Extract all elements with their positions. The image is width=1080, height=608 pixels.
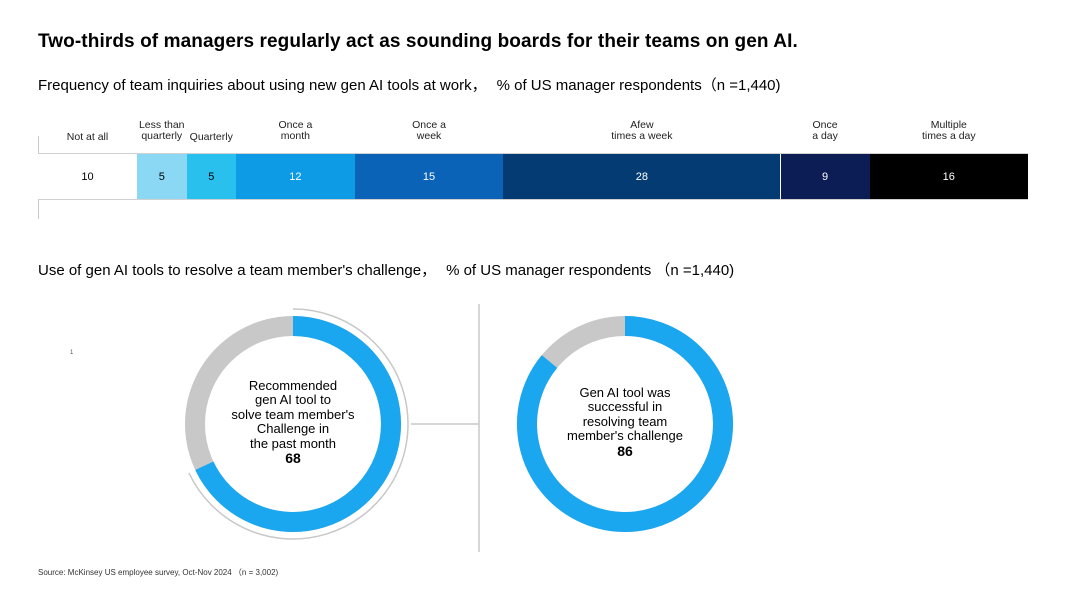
donut-value-arc [517,316,733,532]
donut-section-subtitle: Use of gen AI tools to resolve a team me… [38,259,734,280]
donut-label-line: Recommended [248,377,338,393]
bar-segment: 12 [236,154,355,199]
bar-category-label: Not at all [66,131,109,143]
bar-segment: 15 [354,154,504,199]
bar-segment: 5 [137,154,187,199]
bar-category-label: Multiple times a day [921,119,976,142]
donut-label-line: the past month [250,435,336,451]
bar-chart-subtitle: Frequency of team inquiries about using … [38,74,781,95]
donut-label-line: Gen AI tool was [579,384,671,400]
stacked-bar-chart: 10 Not at all 5 Less than quarterly 5 Quarter… [38,116,1028,220]
donut-label-line: gen AI tool to [255,392,331,407]
donut-value-arc [195,316,401,532]
donut-value-label: 86 [617,442,633,459]
donut-center-label: Recommended gen AI tool to solve team memb… [218,377,368,466]
bar-category-label: Once a day [812,119,838,142]
bar-segment: 16 [869,154,1028,199]
source-note: Source: McKinsey US employee survey, Oct… [38,568,279,577]
donut-center-label: Gen AI tool was successful in resolving te… [550,384,700,459]
bar-segment: 9 [780,154,870,199]
donut-outer-bracket [188,308,409,540]
donut-label-line: successful in [587,399,663,415]
bar-category-label: Quarterly [189,131,233,143]
bar-segment: 10 [38,154,137,199]
donut-label-line: member's challenge [567,428,683,444]
donut-label-line: solve team member's [231,406,355,422]
donut-label-line: resolving team [582,413,668,429]
donut-section-subtitle-text: Use of gen AI tools to resolve a team me… [38,262,437,279]
donut-charts: Recommended gen AI tool to solve team memb… [0,290,1080,560]
bar-category-label: Once a week [412,119,446,142]
donut-section-unit: % of US manager respondents （n =1,440) [446,262,735,279]
stray-mark: 1 [70,350,74,356]
bar-category-label: Less than quarterly [138,119,185,142]
bar-segment: 28 [503,154,781,199]
bar-chart-unit: % of US manager respondents（n =1,440) [496,77,781,94]
bar-category-label: Afew times a week [611,119,673,142]
bar-category-label: Once a month [278,119,313,142]
bar-segment: 5 [186,154,236,199]
donut-value-label: 68 [285,450,301,466]
donut-charts-svg [185,304,733,552]
donut-label-line: Challenge in [256,421,330,436]
chart-title: Two-thirds of managers regularly act as … [38,31,798,52]
bar-chart-subtitle-text: Frequency of team inquiries about using … [38,77,487,94]
